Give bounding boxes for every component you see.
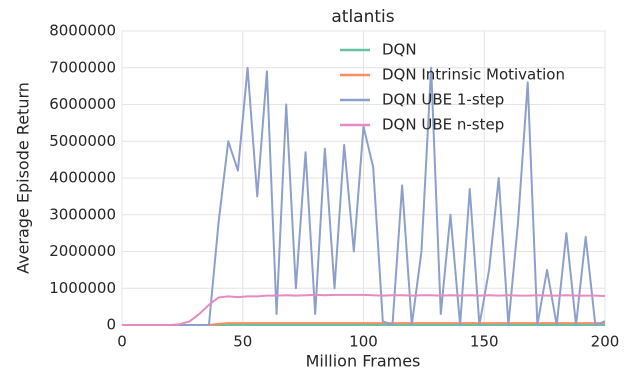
y-tick-label: 2000000	[49, 242, 116, 260]
y-tick-label: 3000000	[49, 205, 116, 223]
y-tick-label: 5000000	[49, 132, 116, 150]
y-tick-label: 6000000	[49, 95, 116, 113]
legend-label: DQN UBE n-step	[382, 116, 504, 134]
x-tick-label: 150	[470, 333, 499, 351]
legend-label: DQN Intrinsic Motivation	[382, 66, 565, 84]
y-tick-label: 4000000	[49, 169, 116, 187]
chart-title: atlantis	[331, 7, 394, 27]
legend-label: DQN	[382, 41, 417, 59]
series-line	[122, 293, 606, 326]
x-axis-label: Million Frames	[306, 352, 421, 371]
y-tick-label: 0	[106, 316, 116, 334]
y-tick-label: 8000000	[49, 22, 116, 40]
x-tick-label: 200	[591, 333, 620, 351]
y-axis-label: Average Episode Return	[14, 82, 33, 274]
y-tick-label: 1000000	[49, 279, 116, 297]
legend-label: DQN UBE 1-step	[382, 91, 504, 109]
series-line	[122, 66, 606, 326]
x-tick-label: 100	[349, 333, 378, 351]
x-tick-label: 0	[117, 333, 127, 351]
y-tick-label: 7000000	[49, 58, 116, 76]
x-tick-label: 50	[233, 333, 252, 351]
